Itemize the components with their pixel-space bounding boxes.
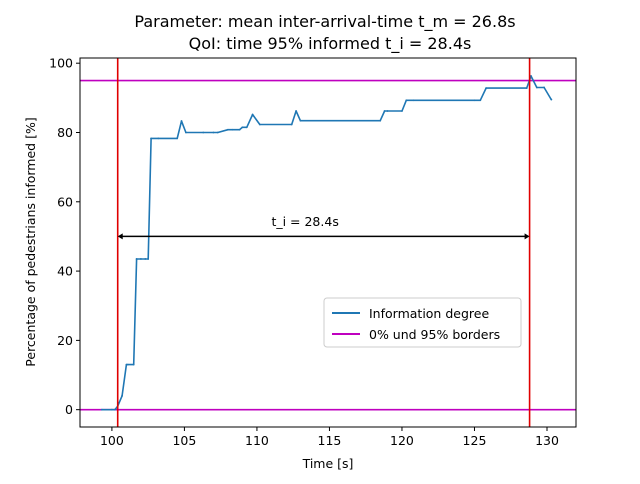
data-point: [251, 113, 254, 116]
y-tick-label: 100: [49, 56, 73, 71]
data-point: [241, 126, 244, 129]
data-point: [150, 137, 152, 140]
data-point: [157, 137, 160, 140]
data-point: [238, 128, 241, 131]
data-point: [401, 110, 403, 112]
ti-arrow-head-left: [117, 233, 123, 240]
x-tick-label: 115: [318, 433, 342, 448]
x-tick-label: 110: [245, 433, 269, 448]
y-tick-label: 80: [57, 125, 73, 140]
data-point: [227, 128, 229, 131]
axis-ticks: 100 105 110 115 120 125 130 0 20 40 60 80 100: [49, 56, 559, 448]
y-tick-label: 60: [57, 194, 73, 209]
data-point: [147, 258, 150, 260]
data-point: [180, 120, 183, 122]
data-point: [405, 99, 408, 102]
data-point: [525, 87, 528, 90]
data-point: [290, 123, 293, 126]
data-point: [212, 131, 215, 134]
data-point: [184, 131, 187, 134]
data-point: [231, 128, 234, 131]
x-tick-label: 125: [463, 433, 487, 448]
x-tick-label: 120: [390, 433, 414, 448]
data-point: [543, 86, 545, 89]
y-tick-label: 40: [57, 264, 73, 279]
x-axis-label: Time [s]: [302, 456, 354, 471]
data-point: [383, 110, 386, 112]
data-point: [126, 363, 129, 366]
data-point: [258, 123, 261, 126]
data-point: [216, 131, 219, 134]
y-tick-label: 20: [57, 333, 73, 348]
data-point: [386, 110, 389, 112]
data-point: [550, 98, 553, 101]
series-line-information-degree: [101, 75, 552, 411]
data-point: [473, 99, 476, 102]
data-point: [121, 394, 123, 397]
data-point: [100, 408, 103, 411]
y-axis-label: Percentage of pedestrians informed [%]: [23, 117, 38, 366]
axes-frame: [79, 57, 577, 428]
data-point: [412, 99, 415, 102]
ti-annotation-label: t_i = 28.4s: [271, 214, 338, 229]
data-point: [135, 258, 138, 260]
data-point: [299, 119, 302, 122]
data-point: [132, 363, 135, 366]
data-point: [140, 258, 142, 260]
y-tick-label: 0: [65, 402, 73, 417]
data-point: [176, 137, 179, 140]
data-point: [144, 258, 147, 260]
x-tick-label: 100: [100, 433, 124, 448]
data-point: [479, 99, 482, 102]
x-tick-label: 130: [535, 433, 559, 448]
chart-title: Parameter: mean inter-arrival-time t_m =…: [134, 12, 515, 32]
data-point: [111, 408, 113, 411]
data-point: [535, 86, 538, 89]
plot-area: [80, 58, 576, 427]
legend-label-information-degree: Information degree: [369, 306, 489, 321]
data-point: [485, 87, 487, 90]
chart-subtitle: QoI: time 95% informed t_i = 28.4s: [189, 34, 472, 54]
legend-box: [323, 297, 522, 348]
data-point: [530, 75, 532, 77]
data-point: [113, 408, 116, 411]
x-tick-label: 105: [172, 433, 196, 448]
ti-arrow-head-right: [524, 233, 530, 240]
data-point: [125, 363, 128, 366]
legend: Information degree 0% und 95% borders: [323, 297, 522, 348]
data-point: [295, 110, 297, 112]
data-point: [202, 131, 205, 134]
data-point: [379, 119, 382, 122]
data-point: [245, 126, 248, 129]
legend-label-borders: 0% und 95% borders: [369, 327, 500, 342]
